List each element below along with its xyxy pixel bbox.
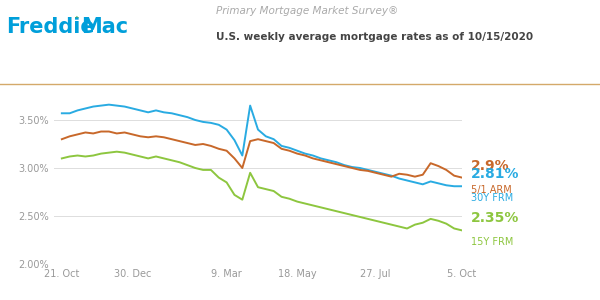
- Text: 2.9%: 2.9%: [471, 159, 509, 172]
- Text: 2.35%: 2.35%: [471, 212, 520, 225]
- Text: ‸: ‸: [75, 8, 79, 19]
- Text: 15Y FRM: 15Y FRM: [471, 237, 514, 248]
- Text: Freddie: Freddie: [6, 17, 95, 37]
- Text: U.S. weekly average mortgage rates as of 10/15/2020: U.S. weekly average mortgage rates as of…: [216, 32, 533, 43]
- Text: 5/1 ARM: 5/1 ARM: [471, 184, 512, 195]
- Text: 2.81%: 2.81%: [471, 167, 520, 181]
- Text: Primary Mortgage Market Survey®: Primary Mortgage Market Survey®: [216, 5, 398, 16]
- Text: Mac: Mac: [81, 17, 128, 37]
- Text: 30Y FRM: 30Y FRM: [471, 193, 513, 203]
